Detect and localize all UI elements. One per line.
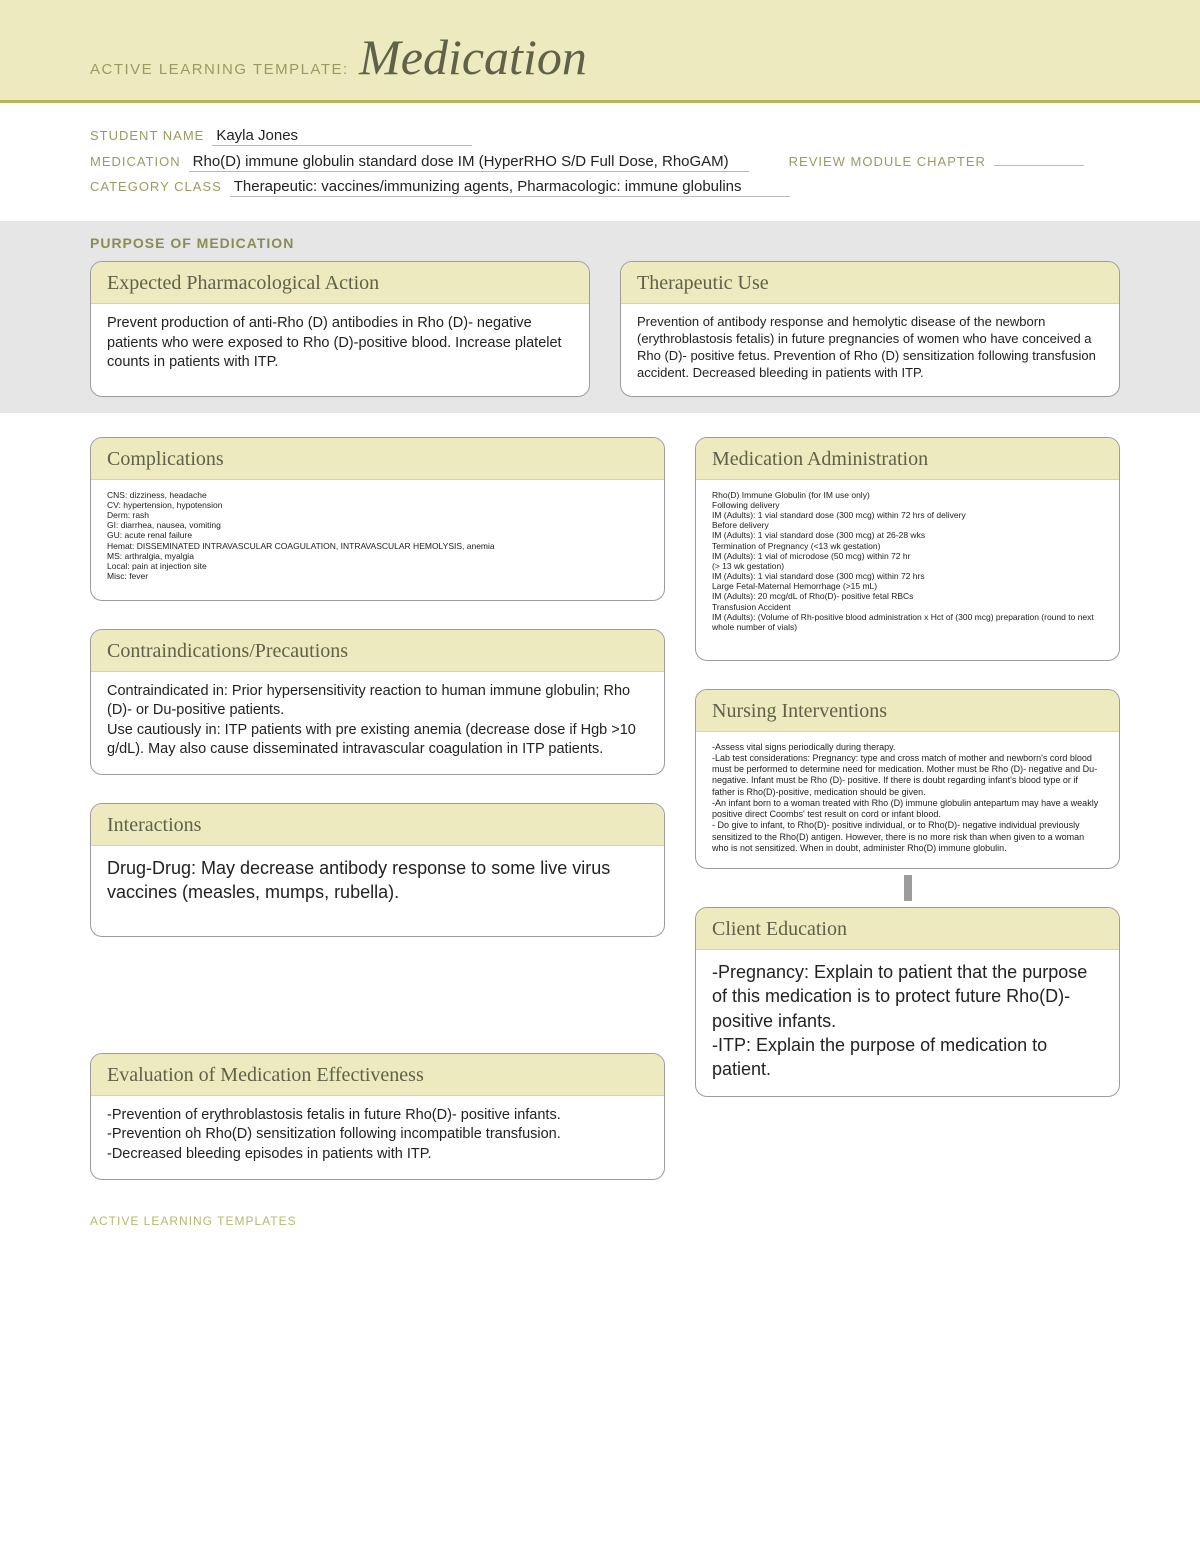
banner: ACTIVE LEARNING TEMPLATE: Medication [0,0,1200,103]
category-field: CATEGORY CLASS Therapeutic: vaccines/imm… [90,178,790,197]
student-value: Kayla Jones [212,127,472,146]
administration-title: Medication Administration [696,438,1119,480]
meta-block: STUDENT NAME Kayla Jones MEDICATION Rho(… [0,103,1200,221]
complications-card: Complications CNS: dizziness, headache C… [90,437,665,601]
administration-card: Medication Administration Rho(D) Immune … [695,437,1120,661]
medication-field: MEDICATION Rho(D) immune globulin standa… [90,153,749,172]
nursing-body: -Assess vital signs periodically during … [696,732,1119,869]
complications-title: Complications [91,438,664,480]
education-card: Client Education -Pregnancy: Explain to … [695,907,1120,1096]
purpose-band: PURPOSE OF MEDICATION Expected Pharmacol… [0,221,1200,413]
category-label: CATEGORY CLASS [90,179,222,194]
page: ACTIVE LEARNING TEMPLATE: Medication STU… [0,0,1200,1268]
medication-label: MEDICATION [90,154,181,169]
interactions-title: Interactions [91,804,664,846]
student-field: STUDENT NAME Kayla Jones [90,127,472,146]
therapeutic-use-card: Therapeutic Use Prevention of antibody r… [620,261,1120,397]
review-blank [994,152,1084,166]
category-value: Therapeutic: vaccines/immunizing agents,… [230,178,790,197]
evaluation-body: -Prevention of erythroblastosis fetalis … [91,1096,664,1179]
review-label: REVIEW MODULE CHAPTER [789,154,986,169]
footer-text: ACTIVE LEARNING TEMPLATES [0,1180,1200,1228]
nursing-card: Nursing Interventions -Assess vital sign… [695,689,1120,870]
pharm-action-card: Expected Pharmacological Action Prevent … [90,261,590,397]
contraindications-card: Contraindications/Precautions Contraindi… [90,629,665,775]
pharm-action-title: Expected Pharmacological Action [91,262,589,304]
complications-body: CNS: dizziness, headache CV: hypertensio… [91,480,664,600]
evaluation-card: Evaluation of Medication Effectiveness -… [90,1053,665,1180]
right-column: Medication Administration Rho(D) Immune … [695,437,1120,1097]
administration-body: Rho(D) Immune Globulin (for IM use only)… [696,480,1119,660]
connector [904,875,912,901]
banner-prefix: ACTIVE LEARNING TEMPLATE: [90,61,349,78]
interactions-body: Drug-Drug: May decrease antibody respons… [91,846,664,936]
banner-title: Medication [359,28,587,86]
pharm-action-body: Prevent production of anti-Rho (D) antib… [91,304,589,396]
interactions-card: Interactions Drug-Drug: May decrease ant… [90,803,665,937]
purpose-heading: PURPOSE OF MEDICATION [90,235,1120,251]
education-title: Client Education [696,908,1119,950]
review-field: REVIEW MODULE CHAPTER [789,152,1084,169]
left-column: Complications CNS: dizziness, headache C… [90,437,665,1180]
therapeutic-use-body: Prevention of antibody response and hemo… [621,304,1119,396]
contraindications-title: Contraindications/Precautions [91,630,664,672]
nursing-title: Nursing Interventions [696,690,1119,732]
contraindications-body: Contraindicated in: Prior hypersensitivi… [91,672,664,774]
evaluation-title: Evaluation of Medication Effectiveness [91,1054,664,1096]
student-label: STUDENT NAME [90,128,204,143]
therapeutic-use-title: Therapeutic Use [621,262,1119,304]
columns: Complications CNS: dizziness, headache C… [0,413,1200,1180]
education-body: -Pregnancy: Explain to patient that the … [696,950,1119,1095]
medication-value: Rho(D) immune globulin standard dose IM … [189,153,749,172]
